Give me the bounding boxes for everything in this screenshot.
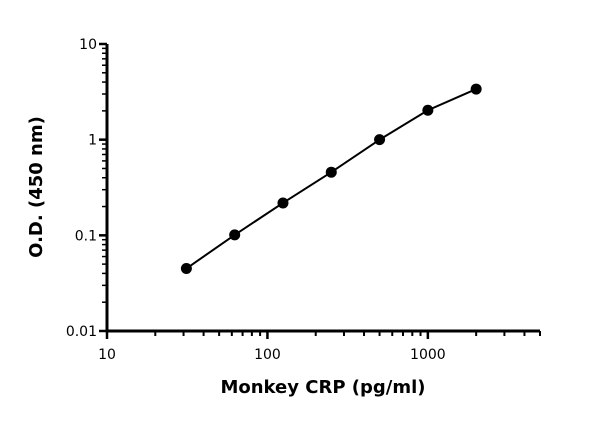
y-tick-label: 10 [79, 37, 97, 53]
x-tick-label: 100 [254, 347, 281, 363]
data-point [374, 134, 386, 146]
fit-curve [185, 88, 477, 270]
y-tick-label: 0.01 [66, 324, 97, 340]
data-point [277, 197, 289, 209]
data-point [180, 263, 192, 275]
y-tick-label: 1 [88, 133, 97, 149]
y-tick-label: 0.1 [75, 228, 97, 244]
x-axis-label: Monkey CRP (pg/ml) [220, 377, 425, 398]
data-point [422, 104, 434, 116]
y-axis-label: O.D. (450 nm) [26, 116, 47, 258]
data-point [229, 229, 241, 241]
x-tick-label: 1000 [410, 347, 446, 363]
data-point [325, 166, 337, 178]
data-point [470, 83, 482, 95]
x-tick-label: 10 [98, 347, 116, 363]
